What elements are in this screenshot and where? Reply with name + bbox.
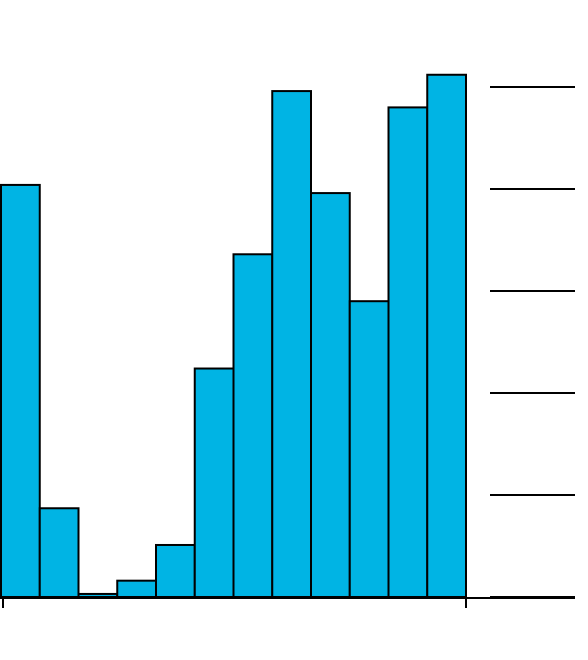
bar [116, 579, 157, 598]
bar [38, 507, 80, 599]
bar [77, 592, 119, 599]
bar [426, 73, 467, 598]
bar [193, 367, 235, 598]
bar [310, 192, 351, 599]
bar [155, 543, 196, 598]
bar [232, 253, 274, 598]
bar [271, 90, 312, 599]
bar [0, 183, 41, 598]
bar [348, 300, 390, 598]
bar [387, 106, 429, 599]
